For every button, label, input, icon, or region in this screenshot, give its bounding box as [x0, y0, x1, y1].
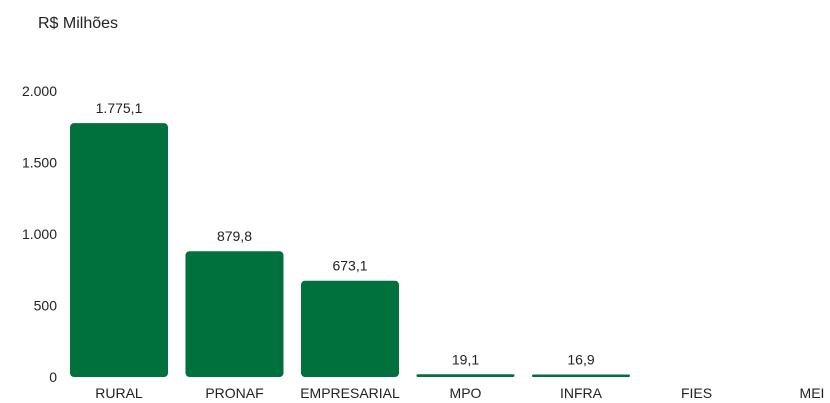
bar-infra	[532, 374, 630, 377]
category-labels-group: RURAL PRONAF EMPRESARIAL MPO INFRA FIES MEI	[95, 385, 824, 401]
data-label-pronaf: 879,8	[217, 228, 252, 244]
category-label-fies: FIES	[681, 385, 712, 401]
y-tick-label: 0	[49, 369, 57, 385]
category-label-rural: RURAL	[95, 385, 143, 401]
y-axis-label: R$ Milhões	[38, 15, 118, 32]
category-label-infra: INFRA	[560, 385, 603, 401]
bar-pronaf	[185, 251, 284, 377]
y-tick-label: 1.000	[22, 226, 57, 242]
category-label-mei: MEI	[800, 385, 825, 401]
y-tick-label: 500	[34, 298, 58, 314]
y-axis-ticks: 0 500 1.000 1.500 2.000	[22, 83, 57, 385]
y-tick-label: 1.500	[22, 155, 57, 171]
data-labels-group: 1.775,1 879,8 673,1 19,1 16,9	[96, 100, 595, 367]
bar-mpo	[416, 374, 515, 377]
category-label-empresarial: EMPRESARIAL	[300, 385, 400, 401]
data-label-rural: 1.775,1	[96, 100, 143, 116]
category-label-pronaf: PRONAF	[205, 385, 263, 401]
data-label-infra: 16,9	[567, 352, 594, 368]
category-label-mpo: MPO	[450, 385, 482, 401]
y-tick-label: 2.000	[22, 83, 57, 99]
data-label-empresarial: 673,1	[332, 258, 367, 274]
data-label-mpo: 19,1	[452, 351, 479, 367]
bar-empresarial	[301, 280, 399, 377]
bar-rural	[70, 123, 168, 377]
bars-group	[70, 123, 630, 377]
